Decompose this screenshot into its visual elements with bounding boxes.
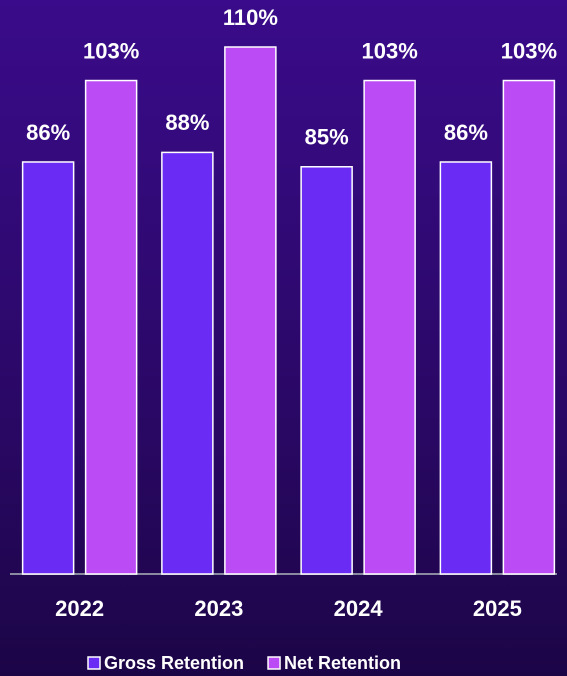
data-label: 86% [26,120,70,145]
legend-label: Net Retention [284,653,401,673]
x-tick-label: 2025 [473,596,522,621]
bar [224,46,277,575]
bar [300,166,353,575]
data-label: 103% [83,38,139,63]
data-label: 103% [501,38,557,63]
data-label: 110% [223,5,278,30]
x-tick-label: 2023 [194,596,243,621]
legend-label: Gross Retention [104,653,244,673]
legend-swatch [267,656,281,670]
x-tick-label: 2022 [55,596,104,621]
data-label: 103% [361,38,417,63]
data-label: 85% [305,125,349,150]
data-label: 86% [444,120,488,145]
bar [161,151,214,575]
bar [84,79,138,575]
bar [439,161,493,575]
legend-swatch [87,656,101,670]
bar [502,79,556,575]
bar [21,161,75,575]
data-label: 88% [165,110,209,135]
x-tick-label: 2024 [334,596,384,621]
bar [363,79,416,575]
